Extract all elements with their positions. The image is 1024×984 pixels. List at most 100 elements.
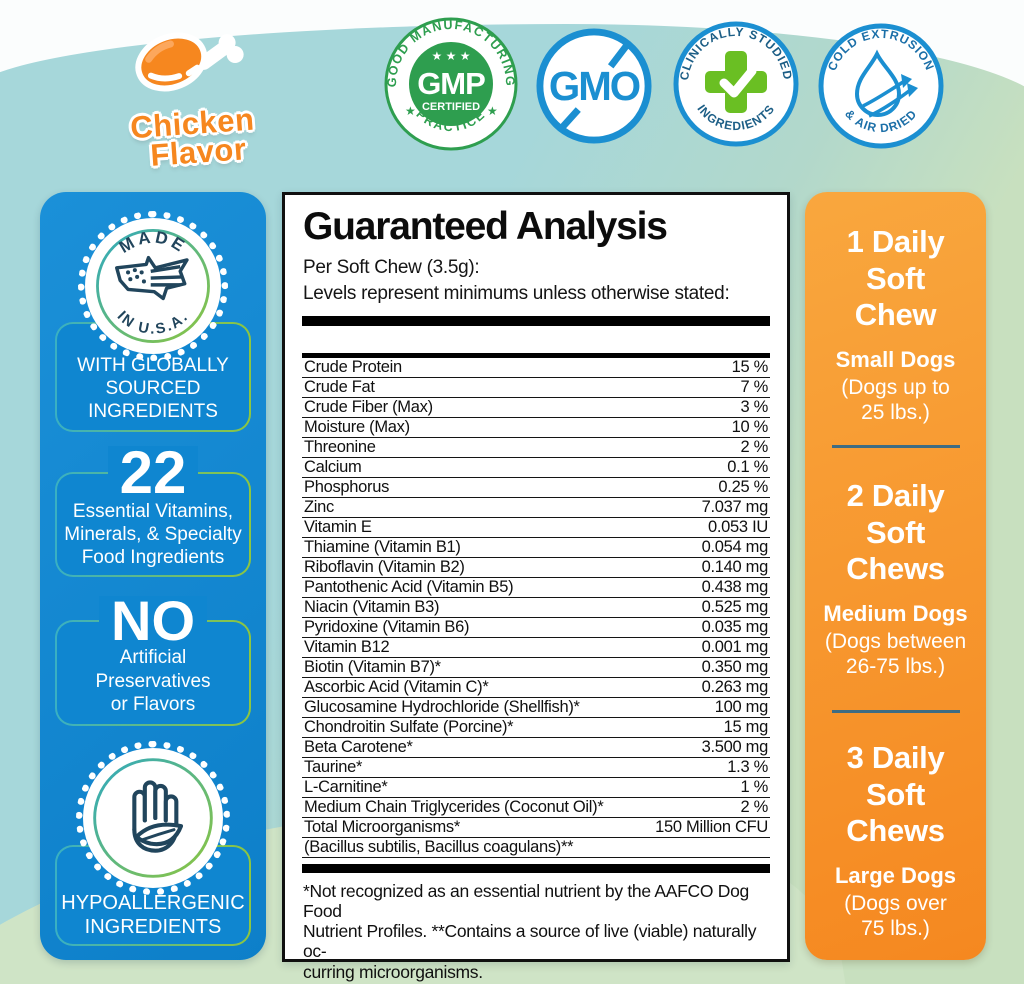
nutrient-label: Taurine* bbox=[304, 757, 363, 776]
nutrient-label: Total Microorganisms* bbox=[304, 817, 461, 836]
table-row: Total Microorganisms* 150 Million CFU bbox=[302, 818, 770, 838]
nutrient-value: 0.001 mg bbox=[701, 637, 769, 656]
nutrient-value: 0.263 mg bbox=[701, 677, 769, 696]
dosage-detail: (Dogs over 75 lbs.) bbox=[844, 891, 947, 941]
table-row: Threonine 2 % bbox=[302, 438, 770, 458]
nutrient-value: 1 % bbox=[740, 777, 768, 796]
chicken-flavor-badge: Chicken Flavor bbox=[95, 6, 285, 174]
divider-bar-top bbox=[302, 315, 770, 326]
chicken-drumstick-icon bbox=[135, 32, 244, 92]
hypoallergenic-text: HYPOALLERGENIC INGREDIENTS bbox=[61, 892, 245, 939]
nutrient-label: Crude Protein bbox=[304, 357, 402, 376]
droplet-air-icon bbox=[854, 49, 918, 118]
table-row: Niacin (Vitamin B3) 0.525 mg bbox=[302, 598, 770, 618]
analysis-title: Guaranteed Analysis bbox=[303, 205, 668, 248]
nutrient-label: Glucosamine Hydrochloride (Shellfish)* bbox=[304, 697, 580, 716]
table-row: Vitamin E 0.053 IU bbox=[302, 518, 770, 538]
non-gmo-badge: GMO bbox=[536, 28, 652, 144]
left-claims-panel: WITH GLOBALLY SOURCED INGREDIENTS 22 Ess… bbox=[40, 192, 266, 960]
nutrient-label: Phosphorus bbox=[304, 477, 390, 496]
nutrient-value: 2 % bbox=[740, 797, 768, 816]
nutrient-value: 1.3 % bbox=[727, 757, 768, 776]
dosage-divider-2 bbox=[831, 710, 960, 713]
table-row: Zinc 7.037 mg bbox=[302, 498, 770, 518]
nutrient-value: 15 mg bbox=[723, 717, 769, 736]
gmp-certified-badge: GOOD MANUFACTURING PRACTICE ★ ★ ★ ★ ★ GM… bbox=[384, 17, 518, 151]
nutrient-value: 7.037 mg bbox=[701, 497, 769, 516]
gmp-star-left: ★ bbox=[405, 104, 416, 118]
dosage-subtitle: Medium Dogs bbox=[823, 600, 968, 626]
count-number: 22 bbox=[107, 443, 199, 503]
table-row: Glucosamine Hydrochloride (Shellfish)* 10… bbox=[302, 698, 770, 718]
table-row: Pantothenic Acid (Vitamin B5) 0.438 mg bbox=[302, 578, 770, 598]
count-text: Essential Vitamins, Minerals, & Specialt… bbox=[64, 501, 242, 569]
table-row: Biotin (Vitamin B7)* 0.350 mg bbox=[302, 658, 770, 678]
table-row: Beta Carotene* 3.500 mg bbox=[302, 738, 770, 758]
green-cross-check-icon bbox=[705, 51, 767, 113]
nutrient-label: Crude Fat bbox=[304, 377, 375, 396]
nutrient-label: Medium Chain Triglycerides (Coconut Oil)… bbox=[304, 797, 604, 816]
no-artificial-text: Artificial Preservatives or Flavors bbox=[95, 647, 211, 715]
table-row: L-Carnitine* 1 % bbox=[302, 778, 770, 798]
gmp-inner-circle bbox=[409, 42, 493, 126]
nutrient-value: 0.054 mg bbox=[701, 537, 769, 556]
dosage-divider-1 bbox=[831, 445, 960, 448]
analysis-subtitle-1: Per Soft Chew (3.5g): bbox=[303, 257, 480, 278]
nutrient-label: Moisture (Max) bbox=[304, 417, 410, 436]
gmo-text: GMO bbox=[549, 64, 640, 109]
analysis-table: Crude Protein 15 % Crude Fat 7 % Crude Fib… bbox=[302, 358, 770, 858]
nutrient-label: Pyridoxine (Vitamin B6) bbox=[304, 617, 470, 636]
made-in-usa-badge: MADE IN U.S.A. bbox=[78, 211, 228, 361]
nutrient-label: L-Carnitine* bbox=[304, 777, 388, 796]
dosage-subtitle: Small Dogs bbox=[835, 346, 956, 372]
no-word: NO bbox=[99, 592, 207, 649]
dosage-title: 3 Daily Soft Chews bbox=[846, 740, 945, 849]
gmp-star-right: ★ bbox=[487, 104, 498, 118]
nutrient-label: Threonine bbox=[304, 437, 376, 456]
nutrient-label: Ascorbic Acid (Vitamin C)* bbox=[304, 677, 489, 696]
dosage-detail: (Dogs up to 25 lbs.) bbox=[841, 375, 950, 425]
gmo-slash-bottom bbox=[557, 107, 581, 133]
nutrient-value: 0.350 mg bbox=[701, 657, 769, 676]
table-row: Chondroitin Sulfate (Porcine)* 15 mg bbox=[302, 718, 770, 738]
nutrient-label: Chondroitin Sulfate (Porcine)* bbox=[304, 717, 514, 736]
nutrient-label: Pantothenic Acid (Vitamin B5) bbox=[304, 577, 514, 596]
gmp-stars: ★ ★ ★ bbox=[432, 49, 471, 63]
dosage-section-small: 1 Daily Soft Chew Small Dogs (Dogs up to… bbox=[805, 224, 986, 426]
table-row: Crude Fat 7 % bbox=[302, 378, 770, 398]
hypoallergenic-hand-icon bbox=[132, 780, 184, 853]
nutrient-label: Crude Fiber (Max) bbox=[304, 397, 433, 416]
cold-extrusion-badge: COLD EXTRUSION & AIR DRIED bbox=[818, 23, 944, 149]
nutrient-label: Beta Carotene* bbox=[304, 737, 413, 756]
dosage-detail: (Dogs between 26-75 lbs.) bbox=[824, 629, 967, 679]
count-box: 22 Essential Vitamins, Minerals, & Speci… bbox=[55, 443, 251, 577]
nutrient-label: (Bacillus subtilis, Bacillus coagulans)*… bbox=[304, 837, 574, 856]
dosage-subtitle: Large Dogs bbox=[834, 862, 957, 888]
table-row: Calcium 0.1 % bbox=[302, 458, 770, 478]
table-row: Riboflavin (Vitamin B2) 0.140 mg bbox=[302, 558, 770, 578]
nutrient-value: 0.1 % bbox=[727, 457, 768, 476]
nutrient-label: Vitamin B12 bbox=[304, 637, 390, 656]
globally-sourced-text: WITH GLOBALLY SOURCED INGREDIENTS bbox=[77, 355, 229, 423]
table-row: Pyridoxine (Vitamin B6) 0.035 mg bbox=[302, 618, 770, 638]
dosage-panel: 1 Daily Soft Chew Small Dogs (Dogs up to… bbox=[805, 192, 986, 960]
nutrient-label: Riboflavin (Vitamin B2) bbox=[304, 557, 465, 576]
divider-bar-bottom bbox=[302, 863, 770, 873]
table-row: Crude Protein 15 % bbox=[302, 358, 770, 378]
dosage-title: 1 Daily Soft Chew bbox=[846, 224, 945, 333]
nutrient-label: Zinc bbox=[304, 497, 334, 516]
table-row: Phosphorus 0.25 % bbox=[302, 478, 770, 498]
usa-map-flag-icon bbox=[115, 255, 189, 301]
table-row: Thiamine (Vitamin B1) 0.054 mg bbox=[302, 538, 770, 558]
clinically-studied-badge: CLINICALLY STUDIED INGREDIENTS bbox=[673, 21, 799, 147]
gmp-center-text: GMP bbox=[417, 66, 485, 101]
dosage-section-medium: 2 Daily Soft Chews Medium Dogs (Dogs bet… bbox=[805, 478, 986, 680]
nutrient-value: 0.053 IU bbox=[708, 517, 768, 536]
nutrient-value: 0.525 mg bbox=[701, 597, 769, 616]
nutrient-label: Thiamine (Vitamin B1) bbox=[304, 537, 461, 556]
table-row: Medium Chain Triglycerides (Coconut Oil)… bbox=[302, 798, 770, 818]
nutrient-value: 0.25 % bbox=[718, 477, 768, 496]
divider-bar-table-top bbox=[302, 352, 770, 358]
nutrient-value: 0.140 mg bbox=[701, 557, 769, 576]
